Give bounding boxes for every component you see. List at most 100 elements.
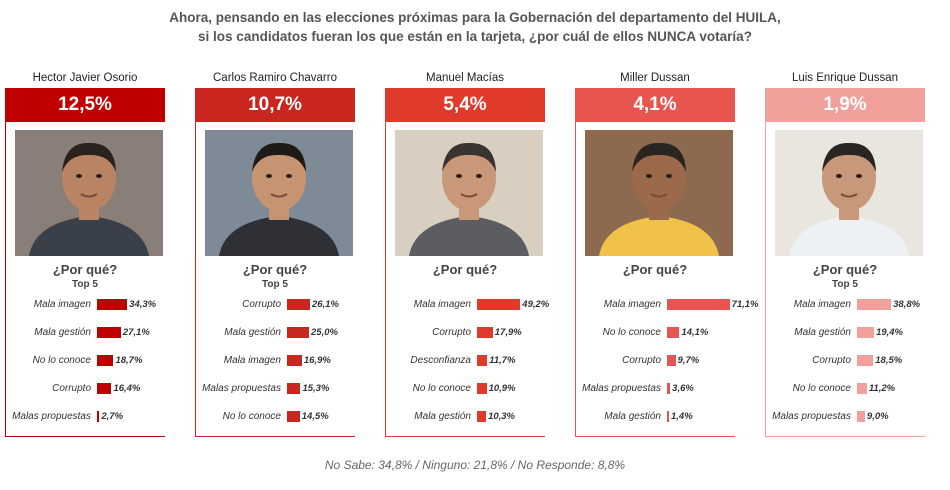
portrait-eye bbox=[646, 174, 652, 178]
reason-bar bbox=[97, 327, 121, 338]
portrait-hair bbox=[822, 142, 876, 172]
panel-bottom-border bbox=[385, 436, 545, 437]
portrait-hair bbox=[252, 142, 306, 172]
reason-row: Mala gestión 27,1% bbox=[5, 326, 185, 340]
reason-row: Corrupto 17,9% bbox=[385, 326, 565, 340]
panel-left-border bbox=[385, 120, 386, 436]
candidate-total-box: 4,1% bbox=[575, 88, 735, 122]
candidate-name: Hector Javier Osorio bbox=[32, 72, 138, 84]
reason-value-label: 3,6% bbox=[672, 383, 694, 394]
portrait-mouth bbox=[270, 193, 288, 198]
reason-bar bbox=[97, 299, 128, 310]
reason-bar bbox=[667, 299, 730, 310]
reason-value-label: 1,4% bbox=[671, 411, 693, 422]
portrait-image bbox=[775, 130, 923, 256]
reason-bar bbox=[477, 327, 493, 338]
reason-bar bbox=[857, 327, 875, 338]
portrait-shoulders bbox=[29, 216, 149, 256]
reason-row: Mala imagen 49,2% bbox=[385, 298, 565, 312]
portrait-mouth bbox=[840, 193, 858, 198]
reason-value-label: 16,4% bbox=[113, 383, 141, 394]
reason-label: No lo conoce bbox=[32, 355, 91, 366]
reason-label: Desconfianza bbox=[410, 355, 471, 366]
reason-value-label: 9,0% bbox=[866, 411, 889, 422]
top5-label: Top 5 bbox=[832, 279, 858, 290]
panel-left-border bbox=[195, 120, 196, 436]
portrait-eye bbox=[476, 174, 482, 178]
reason-value-label: 38,8% bbox=[893, 299, 921, 310]
portrait-mouth bbox=[650, 193, 668, 198]
reason-label: Malas propuestas bbox=[202, 383, 281, 394]
reason-value-label: 10,9% bbox=[488, 383, 516, 394]
reason-label: Corrupto bbox=[242, 299, 281, 310]
por-que-heading: ¿Por qué? bbox=[812, 262, 878, 277]
reason-label: Corrupto bbox=[622, 355, 661, 366]
candidate-total-box: 10,7% bbox=[195, 88, 355, 122]
portrait-image bbox=[15, 130, 163, 256]
reason-value-label: 26,1% bbox=[311, 299, 339, 310]
portrait-face bbox=[252, 145, 306, 211]
reason-value-label: 49,2% bbox=[522, 299, 550, 310]
candidate-total-box: 5,4% bbox=[385, 88, 545, 122]
reason-bar bbox=[857, 355, 874, 366]
portrait-hair bbox=[62, 142, 116, 172]
reason-value-label: 14,1% bbox=[681, 327, 709, 338]
portrait-eye bbox=[856, 174, 862, 178]
reason-bar bbox=[477, 299, 521, 310]
reason-label: Mala gestión bbox=[224, 327, 281, 338]
candidate-name: Carlos Ramiro Chavarro bbox=[213, 72, 337, 84]
reason-row: Corrupto 16,4% bbox=[5, 382, 185, 396]
reason-label: Corrupto bbox=[52, 383, 91, 394]
reason-row: Mala imagen 34,3% bbox=[5, 298, 185, 312]
reason-value-label: 2,7% bbox=[101, 411, 124, 422]
reason-row: Corrupto 18,5% bbox=[765, 354, 945, 368]
reason-label: No lo conoce bbox=[222, 411, 281, 422]
reason-label: Mala gestión bbox=[414, 411, 471, 422]
reason-bar bbox=[97, 411, 100, 422]
reason-value-label: 17,9% bbox=[494, 327, 522, 338]
reason-bar bbox=[667, 383, 671, 394]
candidate-photo bbox=[585, 130, 733, 256]
reason-label: No lo conoce bbox=[602, 327, 661, 338]
reason-bar bbox=[287, 383, 301, 394]
panel-left-border bbox=[5, 120, 6, 436]
reason-label: Mala imagen bbox=[33, 299, 91, 310]
portrait-eye bbox=[266, 174, 272, 178]
reason-bar bbox=[667, 355, 676, 366]
reason-bar bbox=[97, 355, 114, 366]
candidate-panel: Manuel Macías 5,4% ¿Por qué? Mala imagen 49,… bbox=[385, 70, 549, 440]
reason-label: Corrupto bbox=[812, 355, 851, 366]
portrait-shoulders bbox=[599, 216, 719, 256]
panel-bottom-border bbox=[5, 436, 165, 437]
reason-value-label: 25,0% bbox=[311, 327, 338, 338]
reason-value-label: 15,3% bbox=[302, 383, 330, 394]
reason-row: Mala imagen 71,1% bbox=[575, 298, 759, 312]
reason-row: Mala gestión 25,0% bbox=[195, 326, 375, 340]
reason-label: No lo conoce bbox=[792, 383, 851, 394]
reason-bar bbox=[857, 383, 867, 394]
reason-value-label: 16,9% bbox=[303, 355, 331, 366]
reason-value-label: 9,7% bbox=[677, 355, 700, 366]
reason-label: Mala gestión bbox=[794, 327, 851, 338]
candidate-photo bbox=[15, 130, 163, 256]
reason-row: Malas propuestas 9,0% bbox=[765, 410, 945, 424]
reason-row: No lo conoce 14,5% bbox=[195, 410, 375, 424]
reason-bar bbox=[97, 383, 112, 394]
reason-row: No lo conoce 10,9% bbox=[385, 382, 565, 396]
reason-value-label: 19,4% bbox=[876, 327, 903, 338]
portrait-face bbox=[62, 145, 116, 211]
candidate-panel: Hector Javier Osorio 12,5% ¿Por qué? Top 5 M… bbox=[5, 70, 165, 440]
portrait-eye bbox=[456, 174, 462, 178]
portrait-image bbox=[395, 130, 543, 256]
reason-label: Mala gestión bbox=[34, 327, 91, 338]
reason-label: Malas propuestas bbox=[12, 411, 91, 422]
reason-row: Mala imagen 16,9% bbox=[195, 354, 375, 368]
candidate-name: Luis Enrique Dussan bbox=[791, 72, 899, 84]
candidate-photo bbox=[395, 130, 543, 256]
footer-note: No Sabe: 34,8% / Ninguno: 21,8% / No Res… bbox=[324, 458, 626, 472]
reason-label: Malas propuestas bbox=[772, 411, 851, 422]
reason-row: Desconfianza 11,7% bbox=[385, 354, 565, 368]
reason-value-label: 11,2% bbox=[868, 383, 896, 394]
panel-left-border bbox=[575, 120, 576, 436]
reason-row: Mala gestión 19,4% bbox=[765, 326, 945, 340]
